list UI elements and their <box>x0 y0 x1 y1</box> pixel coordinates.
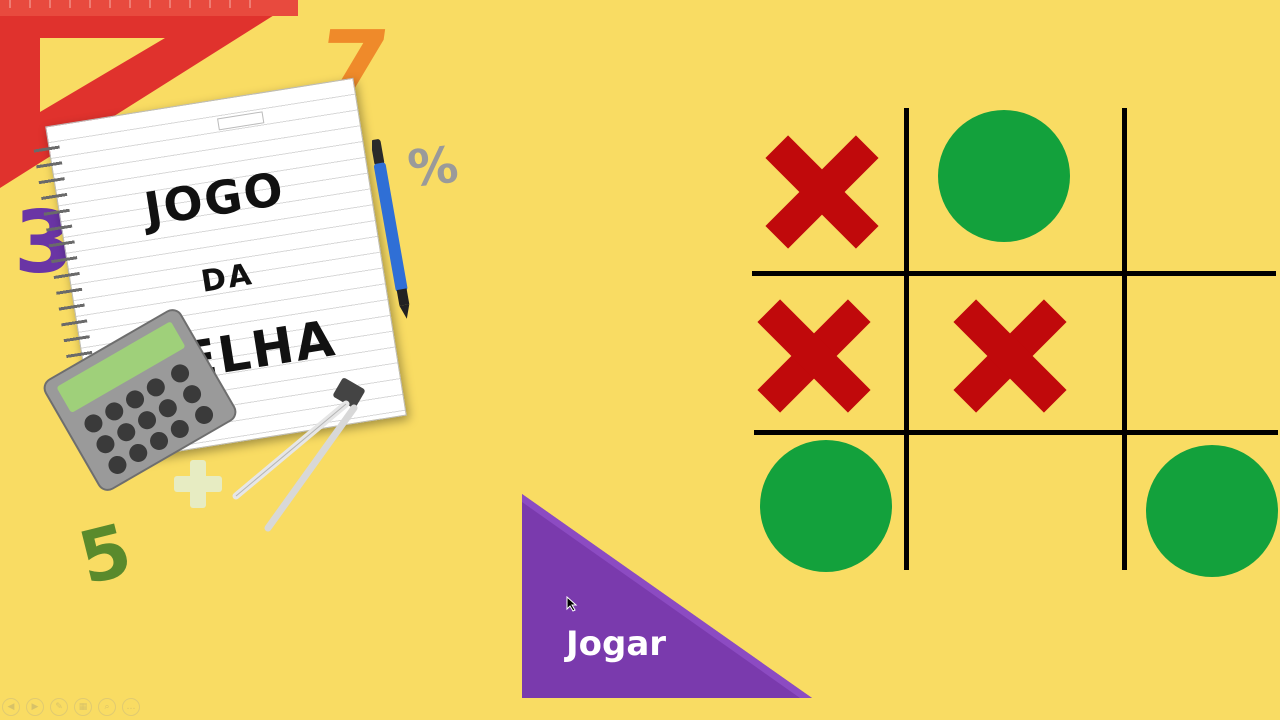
board-grid-line <box>752 271 1276 276</box>
o-mark-icon[interactable] <box>936 108 1072 244</box>
x-mark-icon[interactable] <box>746 288 882 424</box>
o-mark-icon[interactable] <box>1144 443 1280 579</box>
o-mark-icon[interactable] <box>758 438 894 574</box>
x-mark-icon[interactable] <box>754 124 890 260</box>
play-button[interactable] <box>522 494 812 698</box>
notebook-tab <box>217 111 265 131</box>
percent-sign-decoration: % <box>405 135 462 199</box>
x-mark-icon[interactable] <box>942 288 1078 424</box>
mouse-cursor-icon <box>566 596 578 612</box>
plus-sign-decoration <box>174 460 222 508</box>
zoom-icon[interactable]: ⌕ <box>98 698 116 716</box>
board-grid-line <box>754 430 1278 435</box>
board-grid-line <box>1122 108 1127 570</box>
previous-slide-icon[interactable]: ◀ <box>2 698 20 716</box>
game-title-line-1: JOGO <box>140 161 289 237</box>
slides-icon[interactable]: ▦ <box>74 698 92 716</box>
compass-icon <box>232 378 365 532</box>
more-options-icon[interactable]: … <box>122 698 140 716</box>
tic-tac-toe-board <box>752 108 1280 578</box>
pen-tool-icon[interactable]: ✎ <box>50 698 68 716</box>
board-grid-line <box>904 108 909 570</box>
pen-icon <box>372 139 410 319</box>
calculator-icon <box>43 309 237 491</box>
number-five-decoration: 5 <box>70 507 140 601</box>
presentation-toolbar: ◀ ▶ ✎ ▦ ⌕ … <box>2 698 140 716</box>
next-slide-icon[interactable]: ▶ <box>26 698 44 716</box>
play-button-label[interactable]: Jogar <box>566 624 667 664</box>
